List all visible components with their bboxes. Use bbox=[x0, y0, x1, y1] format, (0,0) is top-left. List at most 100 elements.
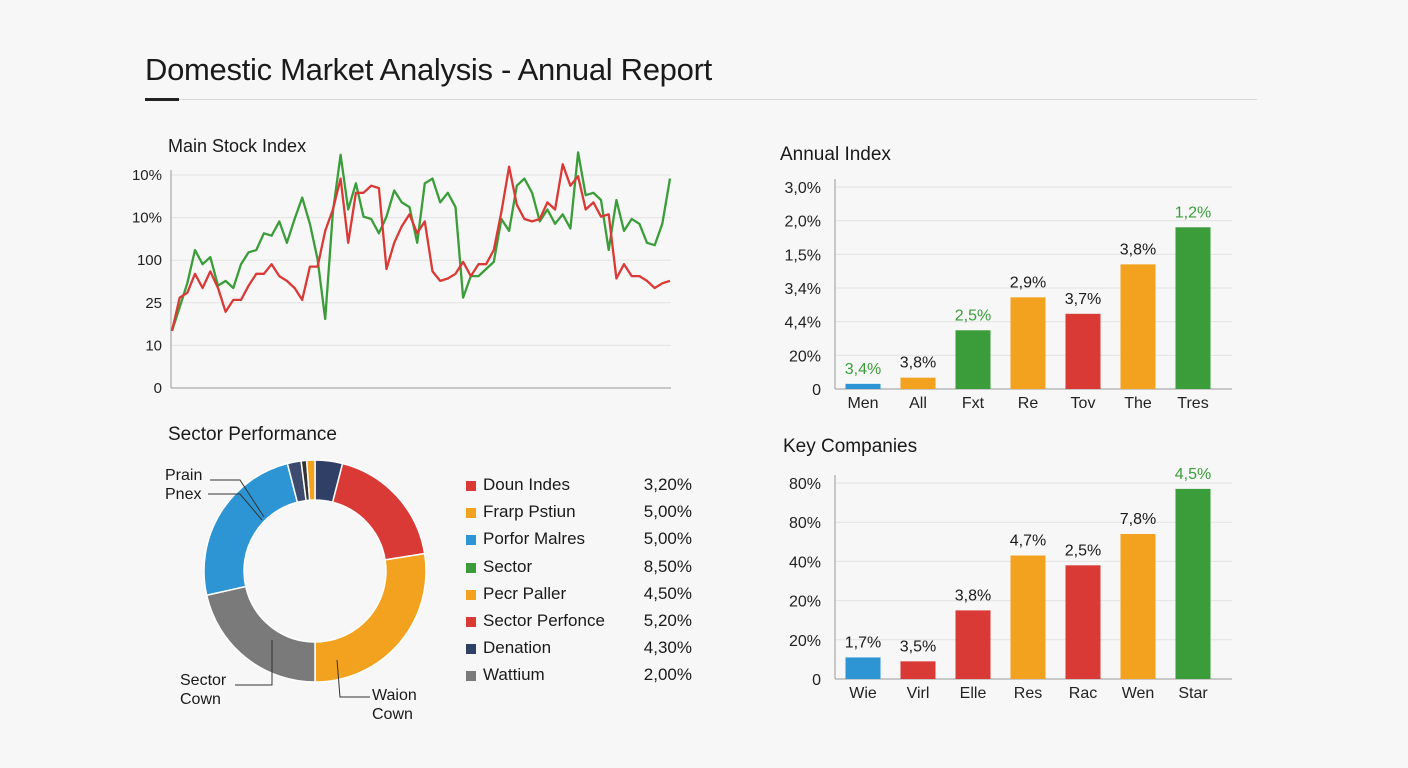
donut-callout-bottom-right: Waion Cown bbox=[372, 687, 417, 723]
y-tick-label: 20% bbox=[789, 348, 821, 365]
legend-swatch bbox=[466, 589, 476, 600]
bar-the bbox=[1120, 264, 1156, 389]
legend-label: Frarp Pstiun bbox=[483, 502, 576, 522]
bar-data-label: 3,5% bbox=[900, 638, 936, 655]
legend-item: Porfor Malres 5,00% bbox=[466, 528, 696, 555]
x-tick-label: Tres bbox=[1177, 395, 1208, 412]
x-tick-label: Wie bbox=[849, 685, 877, 702]
bar-fxt bbox=[955, 330, 991, 389]
bar-data-label: 3,8% bbox=[1120, 241, 1156, 258]
donut-slice bbox=[203, 462, 299, 597]
legend-value: 4,30% bbox=[643, 638, 692, 658]
legend-item: Frarp Pstiun 5,00% bbox=[466, 501, 696, 528]
legend-swatch bbox=[466, 508, 476, 519]
page-title: Domestic Market Analysis - Annual Report bbox=[145, 52, 712, 87]
title-accent-bar bbox=[145, 98, 179, 101]
bar-data-label: 7,8% bbox=[1120, 511, 1156, 528]
legend-value: 3,20% bbox=[643, 475, 692, 494]
x-tick-label: Res bbox=[1014, 685, 1042, 702]
legend-swatch bbox=[466, 562, 476, 573]
y-tick-label: 3,0% bbox=[785, 180, 821, 197]
legend-label: Sector bbox=[483, 556, 533, 576]
legend-value: 8,50% bbox=[643, 556, 692, 576]
legend-label: Pecr Paller bbox=[483, 583, 567, 603]
x-tick-label: Elle bbox=[960, 685, 987, 702]
y-tick-label: 3,4% bbox=[785, 281, 821, 298]
bar-data-label: 3,8% bbox=[900, 355, 936, 372]
x-tick-label: Wen bbox=[1122, 685, 1155, 702]
sector-legend: Doun Indes 3,20% Frarp Pstiun 5,00% Porfor M… bbox=[466, 474, 696, 692]
y-tick-label: 25 bbox=[145, 295, 162, 312]
bar-tov bbox=[1065, 313, 1101, 389]
bar-elle bbox=[955, 610, 991, 679]
y-tick-label: 2,0% bbox=[785, 214, 821, 231]
donut-slice bbox=[205, 585, 316, 683]
y-tick-label: 40% bbox=[789, 554, 821, 571]
legend-item: Denation 4,30% bbox=[466, 637, 696, 664]
y-tick-label: 1,5% bbox=[785, 247, 821, 264]
callout-line bbox=[208, 493, 263, 521]
key-companies-title: Key Companies bbox=[783, 436, 918, 457]
legend-item: Sector Perfonce 5,20% bbox=[466, 610, 696, 637]
bar-wen bbox=[1120, 533, 1156, 679]
bar-data-label: 3,4% bbox=[845, 361, 881, 378]
bar-data-label: 3,8% bbox=[955, 587, 991, 604]
callout-line bbox=[336, 659, 370, 698]
callout-line bbox=[235, 640, 273, 686]
donut-slice bbox=[314, 552, 427, 683]
bar-rac bbox=[1065, 565, 1101, 679]
annual-index-chart: 3,0% 2,0% 1,5% 3,4% 4,4% 20% 0 3,4% Men 3,8% All 2,… bbox=[785, 179, 1232, 412]
bar-men bbox=[845, 383, 881, 389]
callout-line bbox=[210, 479, 265, 518]
y-tick-label: 80% bbox=[789, 476, 821, 493]
legend-swatch bbox=[466, 644, 476, 655]
legend-item: Doun Indes 3,20% bbox=[466, 474, 696, 501]
legend-label: Porfor Malres bbox=[483, 529, 586, 549]
legend-swatch bbox=[466, 481, 476, 491]
legend-label: Sector Perfonce bbox=[483, 610, 605, 630]
donut-callout-bottom-left: Sector Cown bbox=[180, 672, 227, 708]
legend-value: 5,00% bbox=[643, 502, 692, 522]
bar-data-label: 1,7% bbox=[845, 634, 881, 651]
legend-value: 5,20% bbox=[643, 610, 692, 630]
x-tick-label: Tov bbox=[1071, 395, 1096, 412]
legend-swatch bbox=[466, 671, 476, 682]
x-tick-label: All bbox=[909, 395, 927, 412]
sector-performance-title: Sector Performance bbox=[168, 424, 337, 445]
y-tick-label: 10% bbox=[132, 167, 162, 184]
x-tick-label: Star bbox=[1178, 685, 1208, 702]
bar-data-label: 1,2% bbox=[1175, 204, 1211, 221]
bar-wie bbox=[845, 657, 881, 679]
bar-data-label: 2,9% bbox=[1010, 274, 1046, 291]
y-tick-label: 80% bbox=[789, 515, 821, 532]
title-divider bbox=[145, 99, 1257, 100]
bar-re bbox=[1010, 297, 1046, 389]
y-tick-label: 10% bbox=[132, 210, 162, 227]
x-tick-label: Virl bbox=[907, 685, 930, 702]
y-tick-label: 0 bbox=[812, 672, 821, 689]
legend-label: Denation bbox=[483, 638, 552, 658]
bar-data-label: 4,7% bbox=[1010, 533, 1046, 550]
legend-value: 2,00% bbox=[643, 665, 692, 685]
bar-res bbox=[1010, 555, 1046, 679]
bar-virl bbox=[900, 661, 936, 679]
y-tick-label: 20% bbox=[789, 633, 821, 650]
bar-data-label: 2,5% bbox=[955, 307, 991, 324]
legend-item: Sector 8,50% bbox=[466, 556, 696, 583]
x-tick-label: Rac bbox=[1069, 685, 1097, 702]
y-tick-label: 0 bbox=[812, 382, 821, 399]
series-line-red bbox=[170, 163, 671, 332]
main-stock-index-title: Main Stock Index bbox=[168, 136, 307, 156]
donut-slice bbox=[331, 462, 426, 561]
bar-star bbox=[1175, 488, 1211, 679]
y-tick-label: 20% bbox=[789, 594, 821, 611]
annual-index-title: Annual Index bbox=[780, 144, 891, 165]
bar-data-label: 4,5% bbox=[1175, 466, 1211, 483]
y-tick-label: 100 bbox=[137, 252, 162, 269]
x-tick-label: The bbox=[1124, 395, 1152, 412]
donut-callout-top-left: Prain Pnex bbox=[165, 467, 203, 503]
bar-data-label: 3,7% bbox=[1065, 291, 1101, 308]
legend-value: 5,00% bbox=[643, 529, 692, 549]
y-tick-label: 0 bbox=[154, 380, 162, 397]
